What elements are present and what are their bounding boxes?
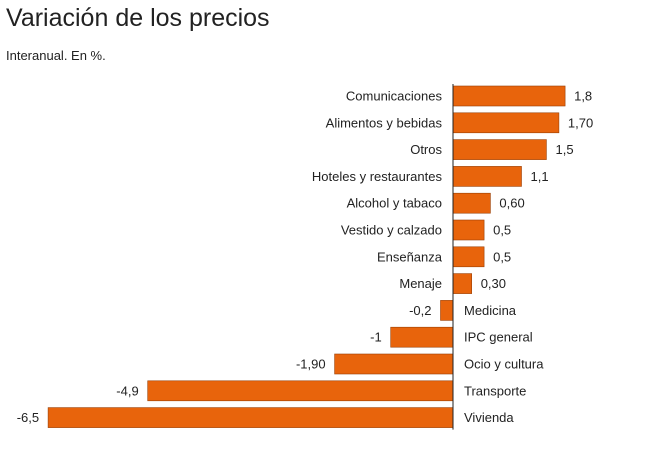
value-label-7: 0,30 (481, 276, 506, 291)
value-label-4: 0,60 (499, 196, 524, 211)
chart-subtitle: Interanual. En %. (6, 48, 106, 63)
category-label-7: Menaje (399, 276, 442, 291)
bar-4 (452, 192, 491, 214)
bar-7 (452, 273, 473, 294)
value-label-8: -0,2 (409, 303, 431, 318)
value-label-1: 1,70 (568, 115, 593, 130)
category-label-4: Alcohol y tabaco (347, 196, 442, 211)
value-label-12: -6,5 (17, 410, 39, 425)
bar-11 (147, 380, 454, 402)
value-label-9: -1 (370, 330, 382, 345)
category-label-0: Comunicaciones (346, 89, 443, 104)
value-label-10: -1,90 (296, 357, 326, 372)
category-label-5: Vestido y calzado (341, 223, 442, 238)
chart-title: Variación de los precios (6, 4, 270, 32)
value-label-11: -4,9 (116, 383, 138, 398)
bar-9 (390, 326, 454, 348)
bar-6 (452, 246, 485, 268)
bar-2 (452, 139, 547, 160)
category-label-10: Ocio y cultura (464, 357, 544, 372)
value-label-0: 1,8 (574, 89, 592, 104)
value-label-5: 0,5 (493, 223, 511, 238)
value-label-2: 1,5 (556, 142, 574, 157)
category-label-2: Otros (410, 142, 442, 157)
bar-8 (440, 300, 454, 321)
category-label-11: Transporte (464, 383, 526, 398)
bar-1 (452, 112, 560, 134)
category-label-9: IPC general (464, 330, 533, 345)
value-label-3: 1,1 (531, 169, 549, 184)
bar-5 (452, 219, 485, 241)
bar-0 (452, 85, 566, 107)
category-label-1: Alimentos y bebidas (326, 115, 443, 130)
category-label-6: Enseñanza (377, 249, 443, 264)
category-label-8: Medicina (464, 303, 517, 318)
bar-3 (452, 166, 522, 187)
category-label-3: Hoteles y restaurantes (312, 169, 443, 184)
category-label-12: Vivienda (464, 410, 514, 425)
bar-10 (334, 353, 454, 375)
bar-12 (47, 407, 454, 428)
value-label-6: 0,5 (493, 249, 511, 264)
